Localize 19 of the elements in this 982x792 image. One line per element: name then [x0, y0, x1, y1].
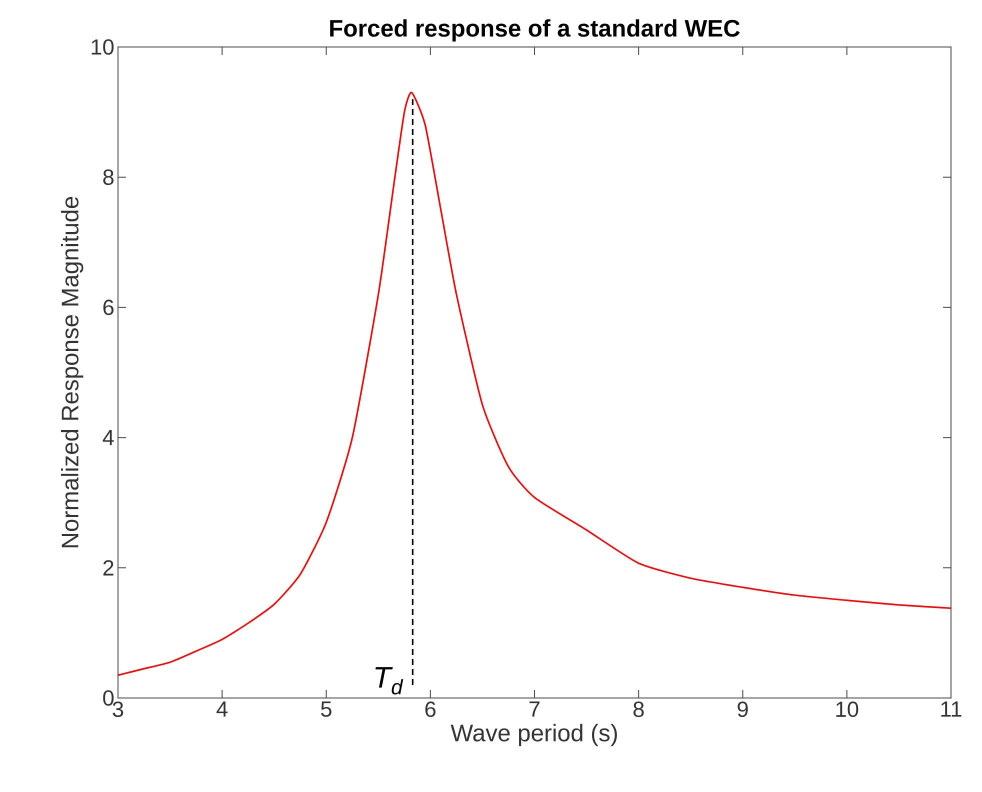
y-tick-label: 0: [103, 690, 114, 706]
x-tick-label: 9: [738, 702, 748, 718]
x-tick-label: 7: [530, 702, 540, 717]
x-tick-label: 8: [633, 702, 644, 718]
y-tick-label: 2: [103, 560, 114, 576]
x-tick-label: 4: [216, 702, 228, 717]
x-tick-label: 10: [836, 702, 858, 718]
x-tick-label: 3: [112, 702, 124, 718]
y-tick-label: 4: [102, 430, 114, 446]
y-tick-label: 10: [92, 39, 114, 55]
chart-title: Forced response of a standard WEC: [330, 19, 740, 42]
y-tick-label: 6: [103, 300, 114, 316]
y-tick-label: 8: [103, 169, 114, 185]
x-tick-label: 6: [425, 702, 436, 718]
y-axis-title: Normalized Response Magnitude: [60, 196, 84, 548]
x-tick-label: 11: [941, 702, 962, 717]
ref-line-label: T$_{d}$: [375, 667, 404, 694]
x-tick-label: 5: [321, 702, 332, 717]
x-axis-title: Wave period (s): [450, 724, 617, 746]
